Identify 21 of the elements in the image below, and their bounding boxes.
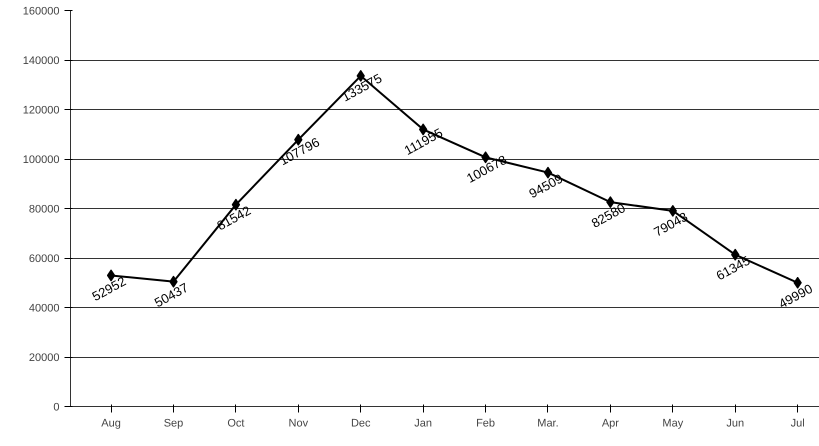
y-tick-label: 120000 xyxy=(22,104,60,116)
x-tick-label: Mar. xyxy=(537,418,559,430)
x-tick-label: Jul xyxy=(790,418,805,430)
x-tick-label: Oct xyxy=(227,418,244,430)
x-tick-label: May xyxy=(662,418,684,430)
x-tick-label: Jun xyxy=(726,418,744,430)
y-tick-label: 160000 xyxy=(22,6,60,18)
x-tick-label: Dec xyxy=(350,418,372,430)
y-tick-label: 40000 xyxy=(28,302,60,314)
y-tick-label: 100000 xyxy=(22,154,60,166)
y-tick-label: 60000 xyxy=(28,253,60,265)
x-tick-label: Nov xyxy=(288,418,309,430)
x-tick-label: Aug xyxy=(101,418,121,430)
y-tick-label: 0 xyxy=(53,402,60,414)
x-tick-label: Jan xyxy=(414,418,432,430)
x-tick-label: Sep xyxy=(164,418,184,430)
y-tick-label: 140000 xyxy=(22,55,60,67)
x-tick-label: Apr xyxy=(602,418,620,430)
y-tick-label: 20000 xyxy=(28,352,60,364)
x-tick-label: Feb xyxy=(476,418,496,430)
y-tick-label: 80000 xyxy=(28,204,60,216)
